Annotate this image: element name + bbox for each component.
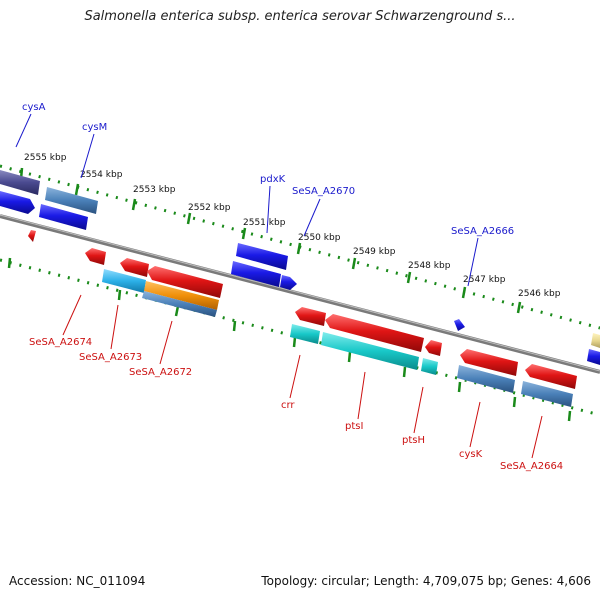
gene-feature[interactable] [290, 324, 320, 344]
gene-feature[interactable] [0, 170, 40, 195]
gene-feature[interactable] [236, 243, 288, 270]
topology-text: Topology: circular; Length: 4,709,075 bp… [261, 574, 591, 588]
lower-leaders [62, 294, 543, 459]
kbp-label: 2549 kbp [353, 247, 396, 257]
major-ticks [7, 167, 572, 422]
gene-feature[interactable] [85, 248, 106, 265]
reverse-genes [85, 248, 577, 407]
gene-label-SeSA_A2673: SeSA_A2673 [79, 352, 142, 363]
kbp-label: 2548 kbp [408, 261, 451, 271]
forward-genes [0, 170, 600, 365]
kbp-label: 2552 kbp [188, 203, 231, 213]
genome-backbone [0, 214, 600, 374]
kbp-label: 2546 kbp [518, 289, 561, 299]
gene-feature[interactable] [142, 291, 217, 317]
gene-feature[interactable] [231, 261, 281, 287]
kbp-label: 2551 kbp [243, 218, 286, 228]
gene-feature[interactable] [591, 333, 600, 348]
kbp-label: 2550 kbp [298, 233, 341, 243]
gene-label-ptsI: ptsI [345, 421, 363, 432]
gene-label-SeSA_A2674: SeSA_A2674 [29, 337, 92, 348]
kbp-labels: 2555 kbp 2554 kbp 2553 kbp 2552 kbp 2551… [24, 153, 561, 299]
gene-feature[interactable] [147, 266, 223, 298]
gene-feature[interactable] [120, 258, 149, 277]
gene-feature[interactable] [325, 314, 424, 352]
gene-feature[interactable] [28, 230, 36, 242]
gene-label-cysK: cysK [459, 449, 483, 460]
gene-feature[interactable] [454, 319, 465, 331]
gene-feature[interactable] [45, 187, 98, 214]
gene-feature[interactable] [102, 269, 146, 293]
gene-feature[interactable] [280, 275, 297, 290]
gene-label-SeSA_A2672: SeSA_A2672 [129, 367, 192, 378]
map-title: Salmonella enterica subsp. enterica sero… [84, 9, 516, 24]
gene-feature[interactable] [525, 364, 577, 389]
gene-feature[interactable] [144, 281, 219, 310]
lower-gene-labels: SeSA_A2674 SeSA_A2673 SeSA_A2672 crr pts… [29, 337, 563, 472]
gene-label-SeSA_A2664: SeSA_A2664 [500, 461, 563, 472]
kbp-label: 2547 kbp [463, 275, 506, 285]
gene-feature[interactable] [0, 191, 35, 214]
gene-feature[interactable] [457, 365, 515, 393]
gene-feature[interactable] [460, 349, 518, 376]
upper-gene-labels: cysA cysM pdxK SeSA_A2670 SeSA_A2666 [22, 102, 514, 237]
kbp-label: 2553 kbp [133, 185, 176, 195]
gene-label-cysM: cysM [82, 122, 107, 133]
gene-feature[interactable] [425, 340, 442, 356]
gene-feature[interactable] [521, 381, 573, 407]
upper-leaders [15, 113, 479, 287]
gene-feature[interactable] [587, 349, 600, 365]
kbp-label: 2554 kbp [80, 170, 123, 180]
gene-label-SeSA_A2666: SeSA_A2666 [451, 226, 514, 237]
accession-text: Accession: NC_011094 [9, 574, 146, 588]
gene-feature[interactable] [295, 307, 326, 326]
gene-label-ptsH: ptsH [402, 435, 425, 446]
gene-label-SeSA_A2670: SeSA_A2670 [292, 186, 355, 197]
gene-label-cysA: cysA [22, 102, 46, 113]
gene-feature[interactable] [39, 204, 88, 230]
gene-feature[interactable] [421, 358, 438, 375]
gene-label-pdxK: pdxK [260, 174, 286, 185]
gene-feature[interactable] [321, 332, 419, 370]
gene-label-crr: crr [281, 400, 295, 411]
kbp-label: 2555 kbp [24, 153, 67, 163]
